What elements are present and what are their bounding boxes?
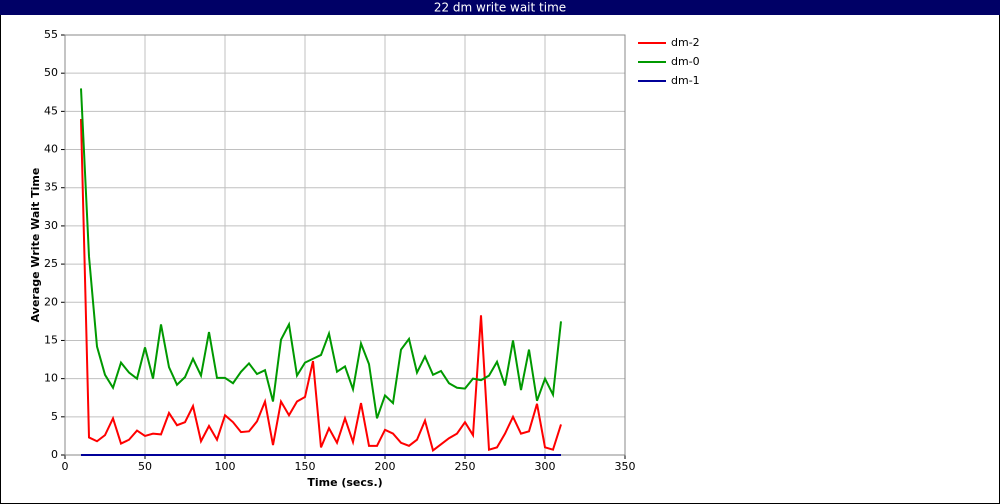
legend-label: dm-1 [671, 74, 700, 87]
legend-label: dm-2 [671, 36, 700, 49]
plot-area [65, 35, 625, 455]
legend-label: dm-0 [671, 55, 700, 68]
x-tick-label: 300 [535, 460, 556, 473]
y-tick-label: 55 [44, 28, 58, 41]
y-tick-label: 0 [51, 448, 58, 461]
line-series [80, 118, 562, 453]
chart-title: 22 dm write wait time [434, 1, 566, 15]
line-series [80, 88, 562, 419]
title-bar [0, 0, 1000, 15]
y-tick-label: 25 [44, 257, 58, 270]
y-tick-label: 30 [44, 219, 58, 232]
x-tick-label: 150 [295, 460, 316, 473]
y-tick-label: 15 [44, 333, 58, 346]
x-tick-label: 250 [455, 460, 476, 473]
y-tick-label: 5 [51, 410, 58, 423]
x-axis-title: Time (secs.) [307, 476, 382, 489]
y-tick-label: 40 [44, 143, 58, 156]
x-tick-label: 200 [375, 460, 396, 473]
y-tick-label: 50 [44, 66, 58, 79]
y-tick-label: 10 [44, 372, 58, 385]
x-tick-label: 0 [62, 460, 69, 473]
y-tick-label: 45 [44, 104, 58, 117]
y-axis-title: Average Write Wait Time [29, 168, 42, 323]
x-tick-label: 100 [215, 460, 236, 473]
x-tick-label: 350 [615, 460, 636, 473]
y-tick-label: 35 [44, 181, 58, 194]
y-tick-label: 20 [44, 295, 58, 308]
x-tick-label: 50 [138, 460, 152, 473]
